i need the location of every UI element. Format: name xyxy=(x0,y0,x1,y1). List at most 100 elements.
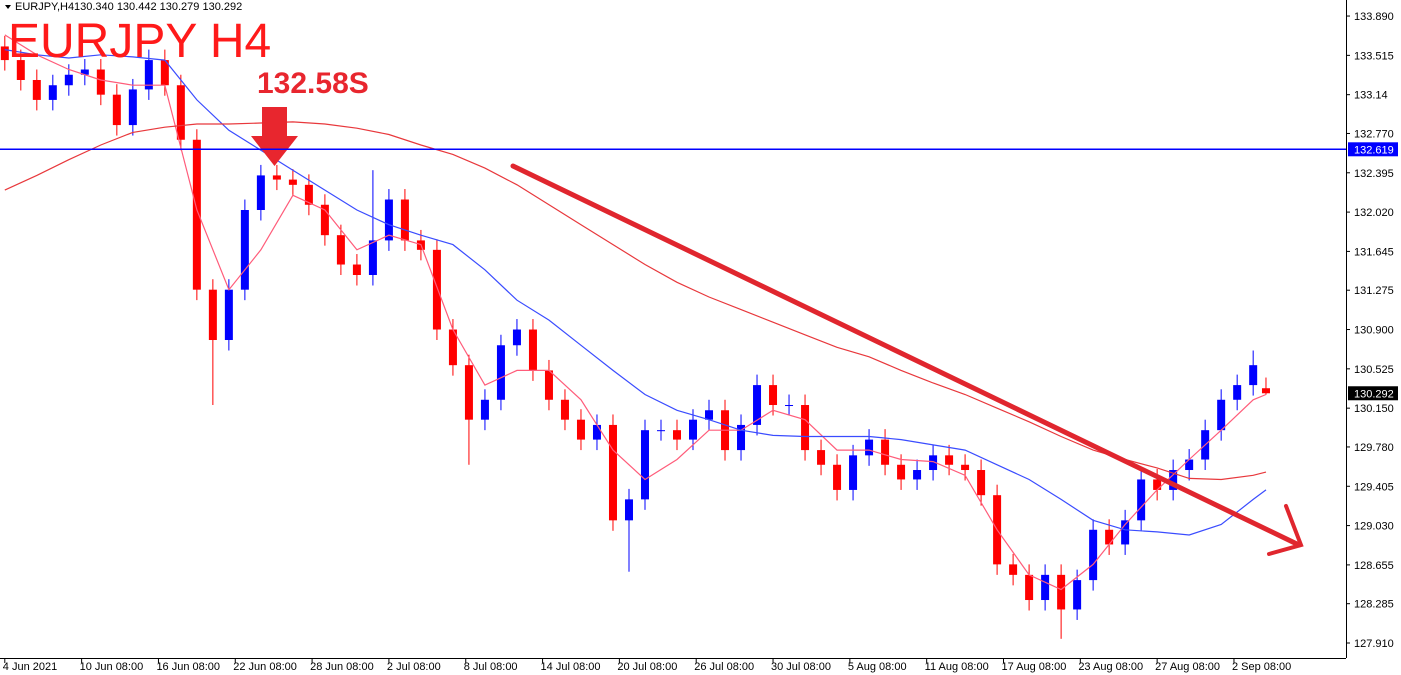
candle-body xyxy=(288,179,297,185)
x-tick-label: 20 Jul 08:00 xyxy=(617,661,677,673)
x-tick-label: 28 Jun 08:00 xyxy=(310,661,374,673)
candle-body xyxy=(304,184,313,205)
y-tick-label: 128.285 xyxy=(1354,599,1394,611)
y-tick-label: 129.405 xyxy=(1354,481,1394,493)
price-label: 130.292 xyxy=(1354,388,1394,400)
y-tick-label: 133.890 xyxy=(1354,11,1394,23)
x-tick-label: 16 Jun 08:00 xyxy=(156,661,220,673)
down-arrow xyxy=(251,107,298,166)
candle-body xyxy=(1121,520,1130,545)
candle-body xyxy=(384,199,393,241)
x-tick-label: 30 Jul 08:00 xyxy=(771,661,831,673)
candle-body xyxy=(1217,399,1226,431)
candle-body xyxy=(400,199,409,241)
moving-average xyxy=(4,121,1267,481)
candle-body xyxy=(352,264,361,276)
x-tick-label: 10 Jun 08:00 xyxy=(80,661,144,673)
candle-body xyxy=(1233,385,1242,400)
y-tick-label: 128.655 xyxy=(1354,560,1394,572)
candle-body xyxy=(592,424,601,440)
y-tick-label: 130.150 xyxy=(1354,403,1394,415)
x-tick-label: 2 Jul 08:00 xyxy=(387,661,441,673)
candle-body xyxy=(448,329,457,366)
candle-body xyxy=(1057,574,1066,610)
candle-body xyxy=(1089,529,1098,581)
candle-body xyxy=(1105,529,1114,545)
y-tick-label: 133.14 xyxy=(1354,90,1388,102)
candle-body xyxy=(801,405,810,451)
x-tick-label: 8 Jul 08:00 xyxy=(464,661,518,673)
y-tick-label: 130.900 xyxy=(1354,325,1394,337)
candle-body xyxy=(1041,574,1050,601)
candle-body xyxy=(480,399,489,420)
candle-body xyxy=(673,430,682,440)
candle-body xyxy=(1169,470,1178,490)
candle-body xyxy=(560,399,569,420)
x-tick-label: 26 Jul 08:00 xyxy=(694,661,754,673)
y-tick-label: 131.645 xyxy=(1354,246,1394,258)
symbol: EURJPY,H4 xyxy=(15,1,74,13)
plot-area xyxy=(0,34,1270,639)
candle-body xyxy=(913,470,922,480)
candle-body xyxy=(256,175,265,211)
candle-body xyxy=(640,430,649,500)
candle-body xyxy=(705,410,714,420)
candle-body xyxy=(929,455,938,471)
x-tick-label: 27 Aug 08:00 xyxy=(1155,661,1220,673)
candle-body xyxy=(464,365,473,420)
candle-body xyxy=(32,79,41,100)
hline-label-box xyxy=(1348,142,1398,157)
candle-body xyxy=(737,424,746,451)
annotation: 132.58S xyxy=(257,67,369,100)
candle-body xyxy=(961,464,970,471)
candle-body xyxy=(1073,580,1082,610)
candle-body xyxy=(240,210,249,290)
y-tick-label: 129.780 xyxy=(1354,442,1394,454)
candle-body xyxy=(656,430,665,432)
x-tick-label: 23 Aug 08:00 xyxy=(1078,661,1143,673)
trend-line xyxy=(510,163,1302,548)
y-tick-label: 129.030 xyxy=(1354,521,1394,533)
candle-body xyxy=(496,345,505,400)
candle-body xyxy=(689,419,698,440)
x-tick-label: 22 Jun 08:00 xyxy=(233,661,297,673)
candle-body xyxy=(769,385,778,406)
candle-body xyxy=(1249,365,1258,386)
candle-body xyxy=(1137,479,1146,521)
x-tick-label: 14 Jul 08:00 xyxy=(541,661,601,673)
candle-body xyxy=(897,464,906,480)
candle-body xyxy=(817,450,826,465)
candle-body xyxy=(881,439,890,465)
trend-arrowhead xyxy=(1267,504,1304,556)
y-tick-label: 133.515 xyxy=(1354,50,1394,62)
candle-body xyxy=(528,329,537,371)
candle-body xyxy=(128,89,137,126)
quote: 130.340 130.442 130.279 130.292 xyxy=(74,1,242,13)
candle-body xyxy=(0,46,9,61)
candle-body xyxy=(849,455,858,490)
x-tick-label: 5 Aug 08:00 xyxy=(848,661,907,673)
candle-body xyxy=(208,289,217,341)
candle-body xyxy=(753,385,762,425)
x-tick-label: 11 Aug 08:00 xyxy=(925,661,989,673)
y-tick-label: 131.275 xyxy=(1354,285,1394,297)
y-tick-label: 130.525 xyxy=(1354,364,1394,376)
x-tick-label: 2 Sep 08:00 xyxy=(1232,661,1291,673)
y-tick-label: 132.020 xyxy=(1354,207,1394,219)
candle-body xyxy=(1009,564,1018,575)
candle-body xyxy=(544,370,553,400)
candle-body xyxy=(833,464,842,490)
candle-body xyxy=(320,204,329,236)
candle-body xyxy=(1025,574,1034,601)
candle-body xyxy=(785,405,794,407)
candle-body xyxy=(272,175,281,180)
candle-body xyxy=(624,499,633,521)
candle-body xyxy=(368,240,377,276)
hline-label: 132.619 xyxy=(1354,144,1394,156)
candle-body xyxy=(144,60,153,90)
x-tick-label: 17 Aug 08:00 xyxy=(1001,661,1066,673)
candle-body xyxy=(64,74,73,86)
menu-triangle[interactable] xyxy=(5,5,11,9)
